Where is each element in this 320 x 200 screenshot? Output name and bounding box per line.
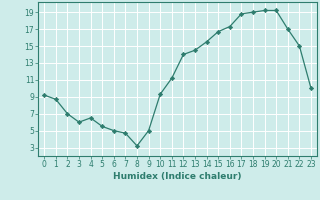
X-axis label: Humidex (Indice chaleur): Humidex (Indice chaleur): [113, 172, 242, 181]
